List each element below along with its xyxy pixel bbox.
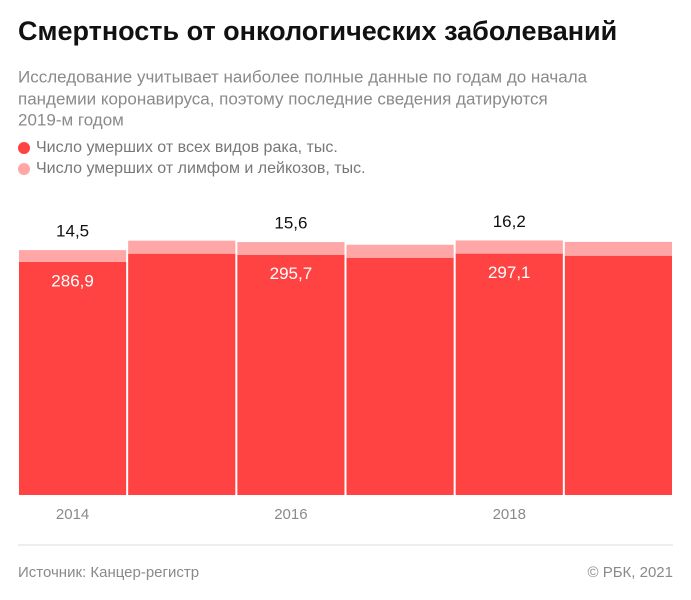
x-tick-label: 2018 <box>493 506 526 523</box>
source: Источник: Канцер-регистр <box>18 564 199 581</box>
legend-swatch <box>18 142 30 154</box>
bar-segment <box>19 250 127 262</box>
subtitle: пандемии коронавируса, поэтому последние… <box>18 89 548 108</box>
bar-segment <box>237 242 345 255</box>
chart-title: Смертность от онкологических заболеваний <box>18 16 617 46</box>
legend-swatch <box>18 163 30 175</box>
copyright: © РБК, 2021 <box>587 564 673 581</box>
bar-segment <box>128 253 236 495</box>
legend-label: Число умерших от лимфом и лейкозов, тыс. <box>36 160 366 177</box>
bar-segment <box>128 240 236 254</box>
bar-segment <box>237 254 345 495</box>
legend-label: Число умерших от всех видов рака, тыс. <box>36 139 338 156</box>
value-label: 297,1 <box>488 263 531 282</box>
value-label: 295,7 <box>270 264 313 283</box>
subtitle: Исследование учитывает наиболее полные д… <box>18 67 588 86</box>
x-tick-label: 2014 <box>56 506 89 523</box>
bar-segment <box>19 261 127 495</box>
bar-segment <box>455 253 563 495</box>
bar-segment <box>564 241 672 256</box>
value-label: 14,5 <box>56 222 89 241</box>
x-tick-label: 2016 <box>274 506 307 523</box>
value-label: 286,9 <box>51 271 94 290</box>
bar-segment <box>346 244 454 258</box>
subtitle: 2019-м годом <box>18 110 124 129</box>
value-label: 16,2 <box>493 212 526 231</box>
value-label: 15,6 <box>274 214 307 233</box>
bar-segment <box>455 240 563 254</box>
bar-segment <box>564 255 672 495</box>
bar-segment <box>346 257 454 495</box>
